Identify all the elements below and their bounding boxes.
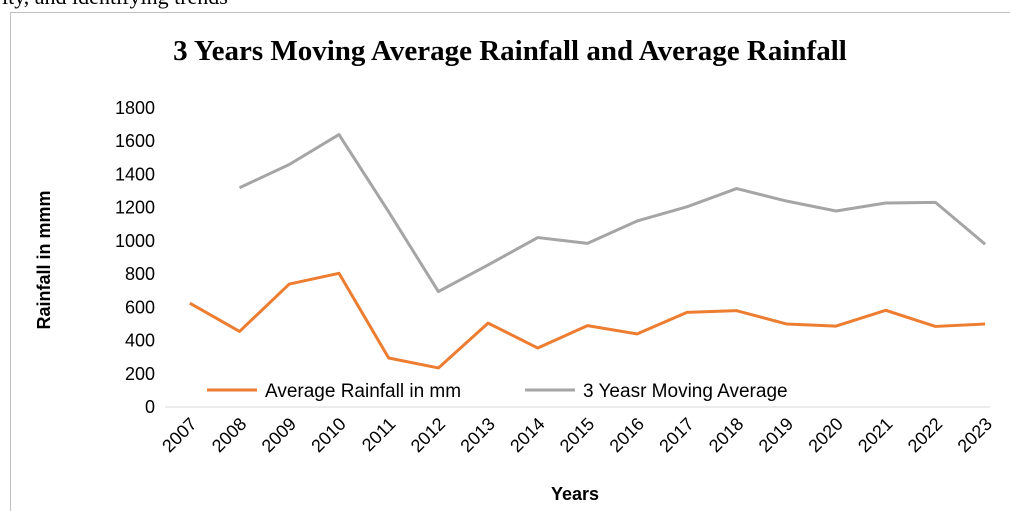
y-tick-label: 800	[125, 264, 155, 284]
x-axis-title: Years	[551, 484, 599, 504]
y-tick-label: 1000	[115, 231, 155, 251]
x-tick-label: 2007	[158, 414, 200, 456]
x-tick-label: 2020	[804, 414, 846, 456]
y-tick-label: 600	[125, 297, 155, 317]
series-line	[238, 133, 987, 294]
y-tick-label: 0	[145, 397, 155, 417]
x-tick-label: 2013	[456, 414, 498, 456]
x-tick-label: 2018	[705, 414, 747, 456]
x-tick-label: 2014	[506, 414, 548, 456]
x-tick-label: 2011	[358, 414, 400, 456]
y-tick-label: 200	[125, 364, 155, 384]
chart-title: 3 Years Moving Average Rainfall and Aver…	[173, 35, 847, 67]
x-tick-label: 2015	[556, 414, 598, 456]
x-tick-label: 2016	[606, 414, 648, 456]
y-tick-label: 1600	[115, 131, 155, 151]
y-tick-label: 1200	[115, 198, 155, 218]
x-tick-label: 2022	[904, 414, 946, 456]
y-axis-title: Rainfall in mmm	[34, 190, 54, 329]
x-tick-label: 2009	[258, 414, 300, 456]
x-tick-label: 2008	[208, 414, 250, 456]
body-text: ity, and identifying trends	[2, 0, 228, 9]
x-tick-label: 2021	[854, 414, 896, 456]
y-tick-label: 400	[125, 331, 155, 351]
x-tick-label: 2010	[307, 414, 349, 456]
x-tick-label: 2019	[755, 414, 797, 456]
y-tick-label: 1800	[115, 98, 155, 118]
x-tick-label: 2012	[407, 414, 449, 456]
legend-label: Average Rainfall in mm	[265, 381, 461, 402]
y-tick-label: 1400	[115, 164, 155, 184]
x-tick-label: 2023	[954, 414, 996, 456]
series-line	[189, 271, 986, 370]
x-tick-label: 2017	[655, 414, 697, 456]
legend-bg	[521, 376, 861, 404]
legend-label: 3 Yeasr Moving Average	[583, 381, 788, 402]
chart-border	[10, 12, 1010, 511]
